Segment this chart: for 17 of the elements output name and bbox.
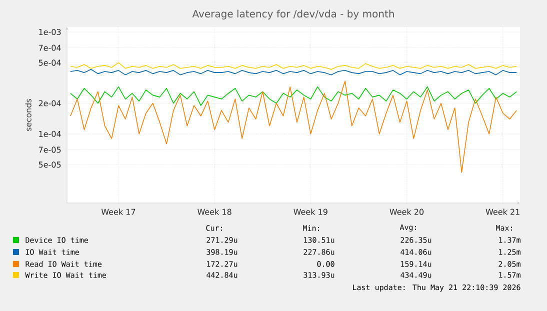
x-tick-label: Week 17 — [101, 208, 136, 215]
line-series — [70, 80, 517, 173]
y-tick-label: 2e-04 — [38, 100, 61, 106]
y-tick-label: 5e-05 — [38, 162, 61, 168]
x-tick-label: Week 20 — [390, 208, 424, 215]
y-tick-label: 1e-04 — [39, 130, 61, 137]
chart-title: Average latency for /dev/vda - by month — [192, 10, 394, 20]
y-axis-title: seconds — [25, 99, 32, 131]
x-tick-label: Week 18 — [198, 208, 232, 215]
x-tick-label: Week 21 — [486, 208, 520, 215]
y-tick-label: 7e-05 — [38, 146, 61, 153]
y-tick-label: 7e-04 — [38, 44, 61, 51]
x-tick-label: Week 19 — [294, 208, 328, 215]
y-tick-label: 1e-03 — [39, 28, 61, 36]
line-series — [70, 86, 517, 106]
y-tick-label: 5e-04 — [38, 60, 61, 66]
line-series — [70, 62, 517, 70]
